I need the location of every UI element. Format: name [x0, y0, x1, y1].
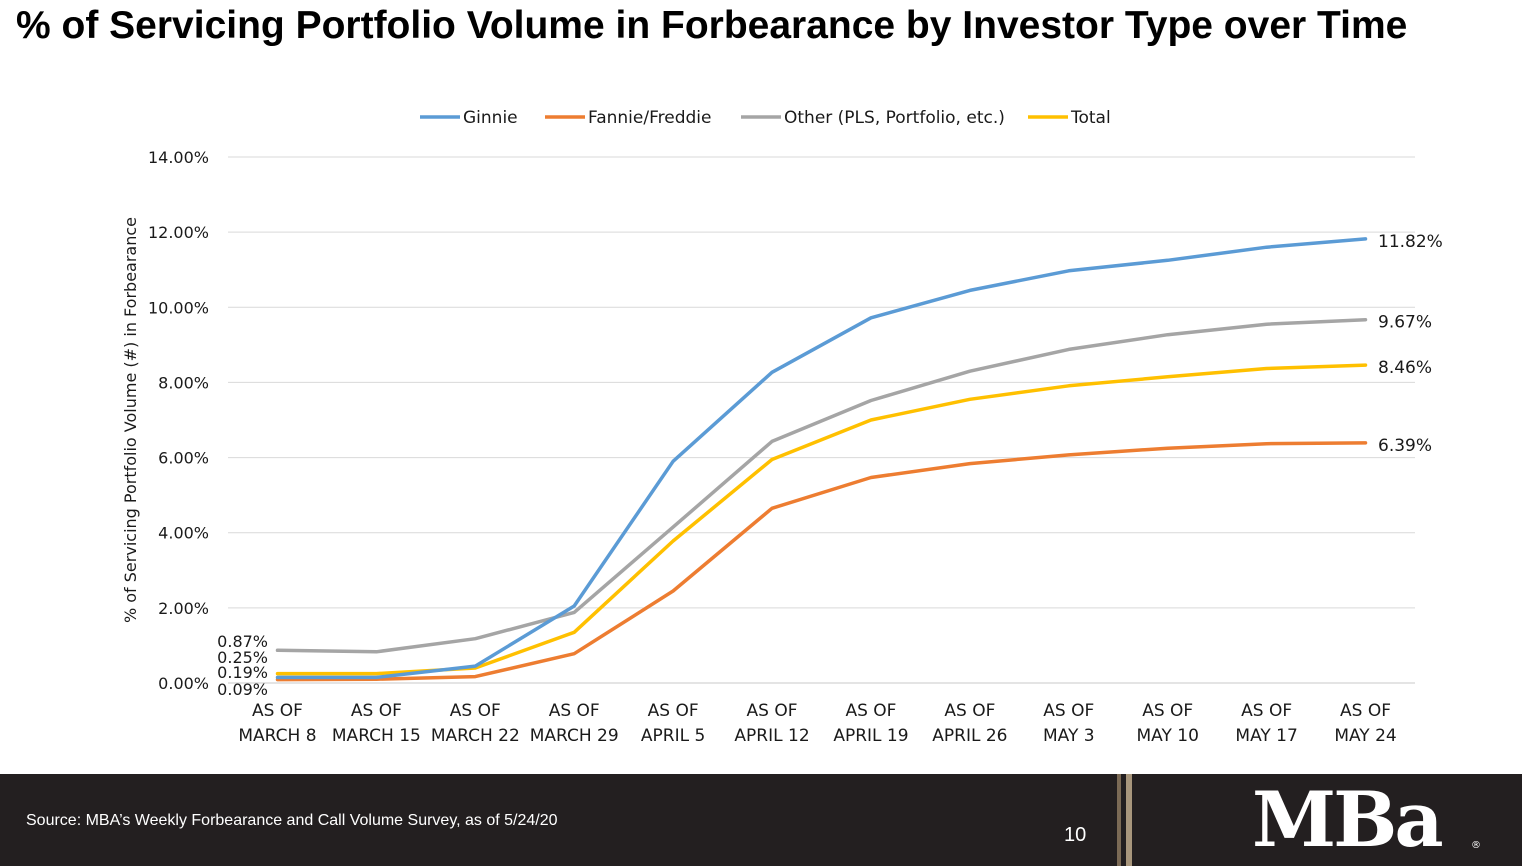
- y-tick-label: 2.00%: [158, 599, 209, 618]
- x-tick-label: AS OF MARCH 22: [431, 701, 520, 746]
- data-label: 11.82%: [1378, 232, 1443, 252]
- series-line: [275, 363, 1368, 676]
- y-tick-label: 8.00%: [158, 373, 209, 392]
- mba-logo: MBa: [1252, 775, 1444, 864]
- page-title: % of Servicing Portfolio Volume in Forbe…: [16, 4, 1408, 47]
- data-label: 0.09%: [217, 680, 268, 699]
- legend: Ginnie Fannie/Freddie Other (PLS, Portfoli…: [420, 108, 1111, 128]
- x-tick-label: AS OF APRIL 19: [833, 701, 908, 746]
- y-tick-label: 6.00%: [158, 449, 209, 468]
- x-tick-label: AS OF MAY 3: [1043, 701, 1095, 746]
- data-label: 0.87%: [217, 632, 268, 651]
- legend-label: Other (PLS, Portfolio, etc.): [784, 108, 1005, 128]
- x-tick-label: AS OF APRIL 5: [641, 701, 705, 746]
- y-tick-label: 0.00%: [158, 674, 209, 693]
- y-tick-label: 10.00%: [148, 298, 209, 317]
- series-line: [275, 441, 1368, 682]
- data-label: 9.67%: [1378, 313, 1432, 333]
- legend-label: Ginnie: [463, 108, 518, 128]
- x-tick-label: AS OF APRIL 12: [734, 701, 809, 746]
- x-tick-label: AS OF MARCH 8: [238, 701, 316, 746]
- x-tick-label: AS OF MARCH 15: [332, 701, 421, 746]
- data-label: 6.39%: [1378, 436, 1432, 456]
- x-tick-label: AS OF MARCH 29: [530, 701, 619, 746]
- x-tick-label: AS OF MAY 10: [1137, 701, 1199, 746]
- y-axis-ticks: 0.00% 2.00% 4.00% 6.00% 8.00% 10.00% 12.00% 14.…: [148, 148, 209, 693]
- x-tick-label: AS OF MAY 24: [1334, 701, 1396, 746]
- gridlines: [228, 156, 1415, 684]
- legend-label: Fannie/Freddie: [588, 108, 711, 128]
- footer-bar: Source: MBA’s Weekly Forbearance and Cal…: [0, 774, 1522, 866]
- data-label: 8.46%: [1378, 358, 1432, 378]
- series-line: [275, 317, 1368, 654]
- line-chart: 0.00% 2.00% 4.00% 6.00% 8.00% 10.00% 12.00% 14.…: [121, 108, 1443, 746]
- data-label: 0.25%: [217, 648, 268, 667]
- y-tick-label: 12.00%: [148, 223, 209, 242]
- series-line: [275, 237, 1368, 680]
- registered-mark: ®: [1471, 840, 1481, 851]
- x-tick-label: AS OF APRIL 26: [932, 701, 1007, 746]
- data-label: 0.19%: [217, 663, 268, 682]
- series-lines: [275, 237, 1368, 682]
- y-axis-title: % of Servicing Portfolio Volume (#) in F…: [121, 217, 140, 623]
- legend-label: Total: [1070, 108, 1111, 128]
- footer-divider: [1126, 774, 1132, 866]
- page-number: 10: [1064, 824, 1087, 846]
- data-labels: 0.87%0.25%0.19%0.09% 11.82% 6.39% 9.67% 8.46…: [217, 232, 1443, 699]
- x-tick-label: AS OF MAY 17: [1235, 701, 1297, 746]
- y-tick-label: 4.00%: [158, 524, 209, 543]
- footer-divider: [1117, 774, 1121, 866]
- source-note: Source: MBA’s Weekly Forbearance and Cal…: [26, 812, 558, 829]
- y-tick-label: 14.00%: [148, 148, 209, 167]
